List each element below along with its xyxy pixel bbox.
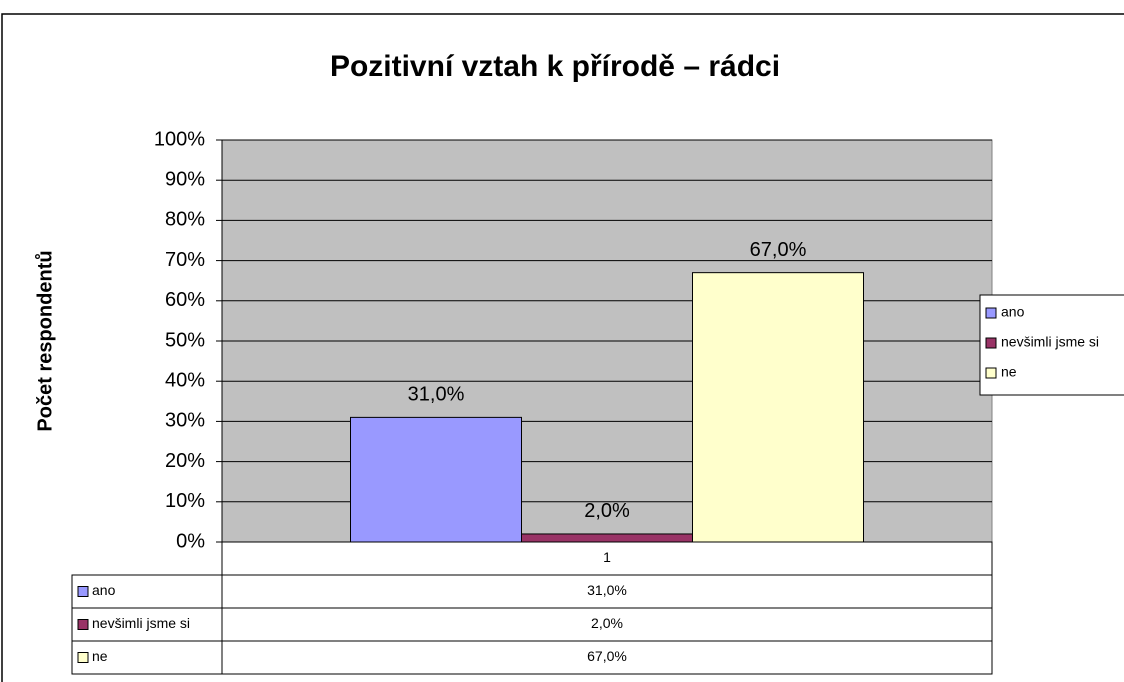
bar [692, 272, 864, 543]
table-series-name: ano [92, 582, 116, 598]
table-cell [221, 574, 993, 609]
legend-key [985, 367, 997, 379]
legend-box [979, 294, 1124, 396]
table-series-name: ne [92, 648, 108, 664]
x-tick-label: 1 [603, 549, 611, 565]
legend-label: ano [1001, 304, 1025, 320]
legend-key [985, 307, 997, 319]
y-tick-label: 100% [154, 128, 205, 150]
data-label: 2,0% [584, 500, 630, 522]
y-tick-label: 80% [165, 209, 205, 231]
chart-title: Pozitivní vztah k přírodě – rádci [330, 50, 780, 83]
y-tick-label: 30% [165, 410, 205, 432]
bar [350, 416, 522, 543]
y-tick-label: 90% [165, 168, 205, 190]
y-tick-label: 60% [165, 289, 205, 311]
y-axis-label: Počet respondentů [34, 250, 56, 431]
legend-label: nevšimli jsme si [1001, 334, 1099, 350]
y-tick-label: 40% [165, 369, 205, 391]
table-cell [221, 607, 993, 642]
table-key [77, 586, 89, 597]
table-cell [221, 640, 993, 675]
table-cell [221, 541, 993, 576]
y-tick-label: 0% [176, 530, 205, 552]
table-value: 67,0% [587, 648, 627, 664]
legend-label: ne [1001, 364, 1017, 380]
bar [521, 533, 693, 543]
y-tick-label: 10% [165, 490, 205, 512]
table-value: 31,0% [587, 582, 627, 598]
y-tick-label: 70% [165, 249, 205, 271]
y-tick-label: 20% [165, 450, 205, 472]
data-label: 67,0% [750, 239, 807, 261]
table-value: 2,0% [591, 615, 623, 631]
table-key [77, 652, 89, 663]
table-key [77, 619, 89, 630]
data-label: 31,0% [408, 384, 465, 406]
y-tick-label: 50% [165, 329, 205, 351]
table-series-name: nevšimli jsme si [92, 615, 190, 631]
legend-key [985, 337, 997, 349]
